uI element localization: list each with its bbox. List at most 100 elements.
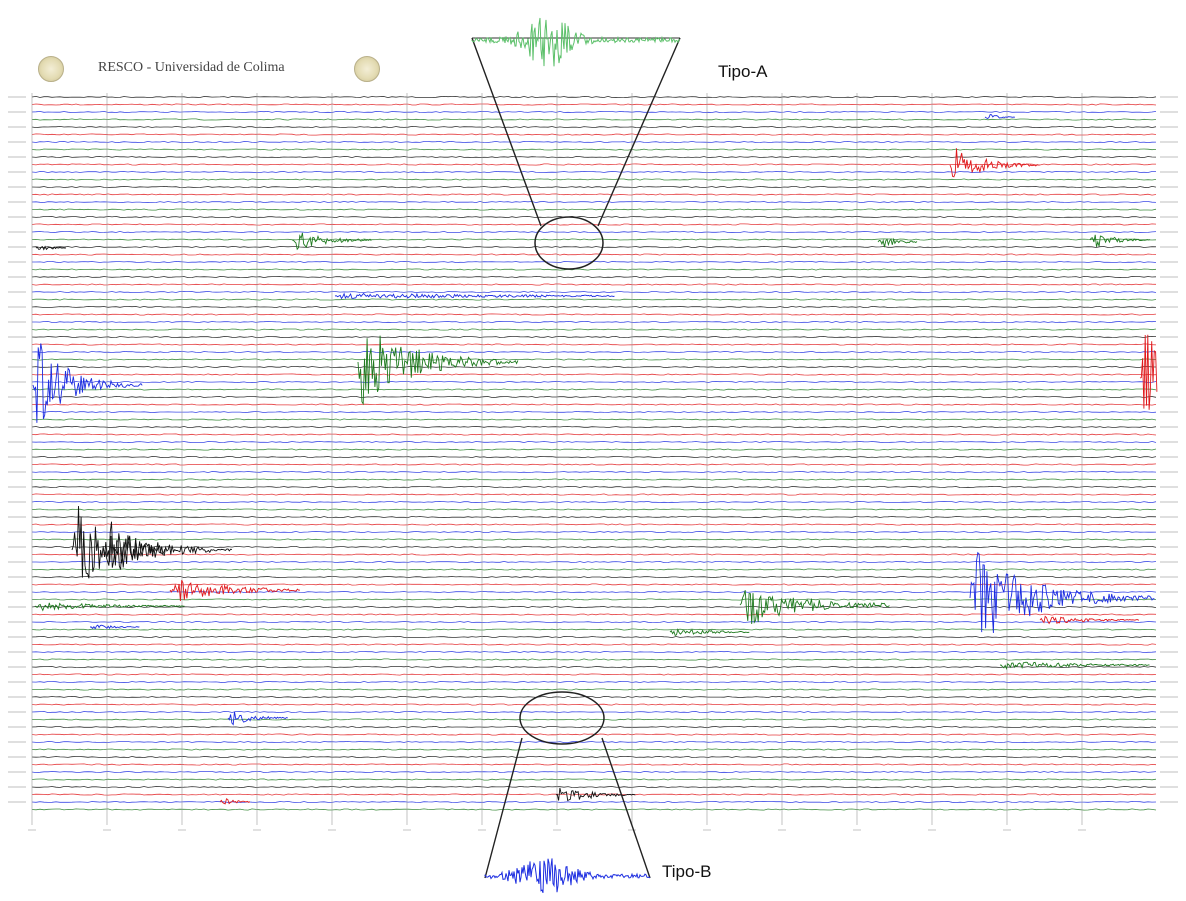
seismic-trace [31,493,1157,496]
seismic-trace [31,373,1157,376]
seismic-trace [31,523,1157,526]
label-tipo-a: Tipo-A [718,62,768,81]
seismic-event [291,232,372,251]
seismic-trace [31,328,1157,331]
seismic-trace [31,365,1157,369]
seismic-trace [31,223,1157,226]
seismic-trace [31,140,1157,144]
seismic-trace [31,95,1157,99]
seismic-event [34,602,185,612]
seismic-event [227,711,288,726]
seismic-event [949,148,1040,178]
seismic-trace [31,170,1156,174]
seismic-event [984,113,1015,120]
seismic-trace [31,208,1157,211]
seismic-event [71,505,233,579]
seismic-event [1089,234,1150,247]
seismic-trace [31,770,1157,774]
seismic-trace [31,665,1157,669]
seismic-trace [31,230,1157,234]
seismic-trace [31,785,1157,789]
seismic-trace [31,800,1157,804]
seismic-trace [31,463,1157,466]
seismic-event [1039,615,1140,625]
seismic-trace [31,643,1157,646]
seismic-trace [32,320,1157,324]
seismic-trace [31,200,1157,204]
seismic-trace [31,748,1157,751]
seismic-trace [31,740,1157,744]
seismic-event [90,624,140,630]
seismic-trace [31,620,1157,624]
seismic-trace [31,215,1157,219]
seismic-trace [31,313,1157,316]
seismic-trace [32,538,1157,541]
seismic-event [35,245,66,251]
zoom-line [601,737,651,879]
seismic-trace [31,290,1157,294]
seismic-trace [31,343,1157,346]
seismic-trace [31,808,1157,811]
seismic-event [169,580,301,602]
seismic-trace [31,553,1157,556]
seismic-trace [31,530,1157,534]
seismic-trace [32,598,1157,601]
seismic-trace [31,763,1157,766]
seismic-trace [31,193,1157,196]
seismic-event [1139,334,1158,410]
seismic-trace [31,575,1157,579]
seismic-trace [31,470,1157,474]
seismic-trace [31,350,1157,354]
label-tipo-b: Tipo-B [662,862,712,881]
seismic-event [357,335,519,406]
seismic-event [32,343,143,423]
seismic-trace [31,185,1157,189]
seismic-trace [31,448,1157,451]
seismic-trace [31,133,1157,136]
seismic-trace [31,275,1157,279]
logo-right-icon [354,56,380,82]
seismic-trace [31,680,1157,684]
seismic-trace [31,628,1157,631]
seismic-trace [31,178,1157,181]
seismic-trace [31,605,1157,609]
seismic-trace [31,238,1157,241]
zoomed-waveform-tipo-b [484,858,651,893]
seismic-trace [31,305,1157,309]
seismic-trace [31,125,1157,129]
seismic-trace [32,658,1157,661]
seismic-event [669,628,750,637]
seismic-trace [32,478,1157,481]
seismic-trace [31,148,1157,151]
seismic-trace [31,245,1157,249]
seismic-trace [31,703,1157,706]
seismic-trace [31,695,1157,699]
seismic-trace [31,500,1157,504]
seismic-trace [31,568,1157,571]
seismic-trace [31,395,1157,399]
seismic-trace [31,778,1157,781]
seismic-trace [31,110,1157,114]
seismic-trace [31,515,1157,519]
header-title: RESCO - Universidad de Colima [98,60,285,75]
zoom-circle-top [534,216,604,270]
seismic-trace [31,253,1157,256]
seismic-trace [31,380,1157,384]
seismic-trace [31,298,1157,301]
seismic-event [334,292,615,300]
seismic-trace [31,425,1157,429]
logo-left-icon [38,56,64,82]
seismic-trace [31,613,1157,616]
seismic-event [969,551,1155,634]
seismic-trace [32,673,1157,676]
seismic-trace [31,725,1157,729]
seismic-trace [31,718,1157,721]
seismic-event [999,661,1150,671]
seismic-trace [31,418,1157,421]
seismic-event [219,798,251,805]
seismic-trace [31,410,1157,414]
zoom-line [597,37,681,227]
seismic-trace [31,118,1157,121]
seismic-trace [31,283,1157,286]
seismic-trace [31,433,1157,436]
